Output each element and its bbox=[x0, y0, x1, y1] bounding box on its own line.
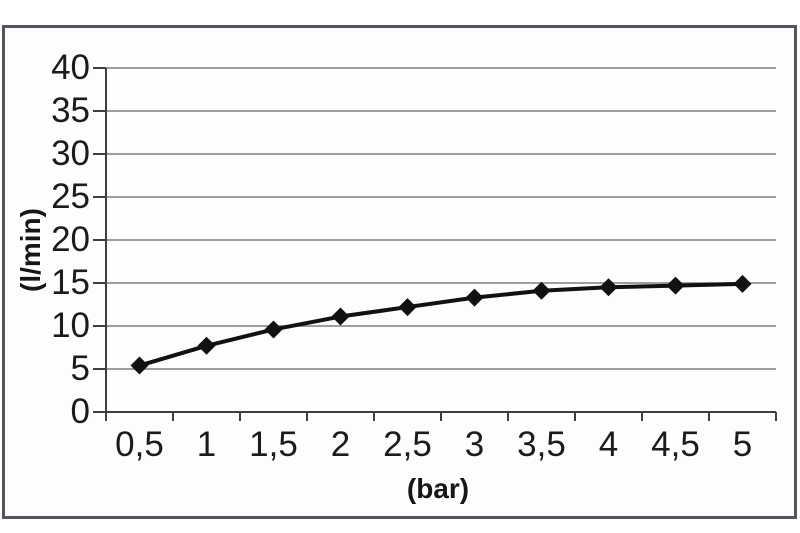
figure-frame bbox=[2, 25, 797, 519]
x-tick-label-1: 1 bbox=[196, 425, 217, 464]
x-tick-label-3.5: 3,5 bbox=[517, 425, 566, 464]
x-tick-label-2.5: 2,5 bbox=[383, 425, 432, 464]
x-tick-label-5: 5 bbox=[732, 425, 753, 464]
x-tick-label-4: 4 bbox=[598, 425, 619, 464]
data-point-marker bbox=[264, 320, 283, 339]
data-point-marker bbox=[465, 288, 484, 307]
data-point-marker bbox=[733, 274, 752, 293]
data-point-marker bbox=[398, 298, 417, 317]
x-tick-label-2: 2 bbox=[330, 425, 351, 464]
y-tick-label-20: 20 bbox=[51, 219, 90, 259]
y-tick-label-10: 10 bbox=[51, 305, 90, 345]
data-point-marker bbox=[197, 336, 216, 355]
x-tick-label-3: 3 bbox=[464, 425, 485, 464]
data-point-marker bbox=[666, 276, 685, 295]
data-point-marker bbox=[532, 281, 551, 300]
y-tick-label-0: 0 bbox=[70, 391, 90, 431]
data-point-marker bbox=[331, 307, 350, 326]
y-tick-label-25: 25 bbox=[51, 176, 90, 216]
y-tick-label-40: 40 bbox=[51, 47, 90, 87]
x-tick-label-1.5: 1,5 bbox=[249, 425, 298, 464]
x-tick-label-0.5: 0,5 bbox=[115, 425, 164, 464]
x-tick-label-4.5: 4,5 bbox=[651, 425, 700, 464]
series-line bbox=[138, 281, 743, 368]
y-tick-label-30: 30 bbox=[51, 133, 90, 173]
y-tick-label-15: 15 bbox=[51, 262, 90, 302]
y-tick-label-35: 35 bbox=[51, 90, 90, 130]
y-axis-title: (l/min) bbox=[15, 208, 46, 292]
x-axis-title: (bar) bbox=[406, 473, 470, 504]
data-point-marker bbox=[130, 356, 149, 375]
data-point-marker bbox=[599, 278, 618, 297]
y-tick-label-5: 5 bbox=[70, 348, 90, 388]
